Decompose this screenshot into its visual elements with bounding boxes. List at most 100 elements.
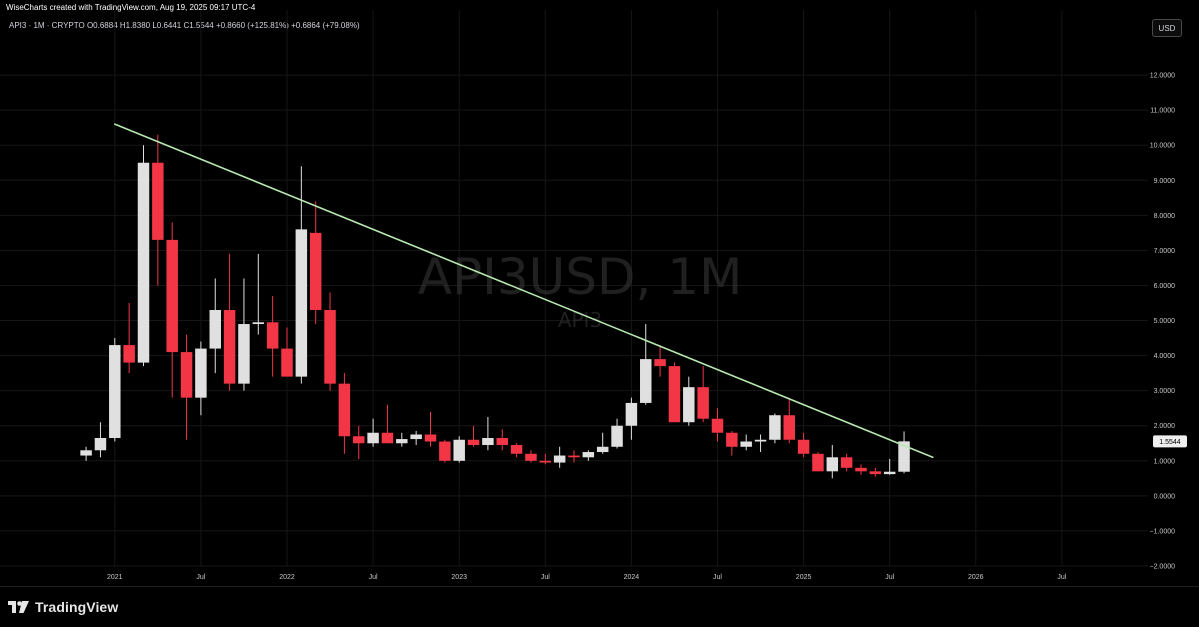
candle-body: [783, 415, 795, 440]
candle-body: [410, 434, 422, 440]
candle: [80, 446, 92, 461]
candle-body: [697, 387, 709, 419]
candle: [869, 467, 882, 477]
time-axis[interactable]: 2021 Jul 2022 Jul 2023 Jul 2024 Jul 2025 Jul 2026 J…: [107, 574, 1067, 581]
y-tick-label: 2.0000: [1154, 423, 1176, 430]
candle: [769, 413, 781, 444]
candle: [123, 303, 135, 374]
candle-body: [711, 418, 724, 433]
candle-body: [769, 415, 781, 440]
candle: [180, 334, 193, 440]
y-tick-label: 0.0000: [1154, 493, 1176, 500]
candle: [410, 430, 422, 446]
candle-body: [94, 438, 107, 451]
candle-body: [353, 436, 365, 444]
symbol-watermark: API3USD, 1M API3: [418, 248, 743, 332]
trendline-group[interactable]: [114, 123, 934, 459]
y-tick-label: 8.0000: [1154, 213, 1176, 220]
candle-body: [812, 453, 824, 472]
candle: [625, 397, 638, 440]
candle-body: [754, 439, 767, 442]
y-tick-label: −1.0000: [1150, 528, 1176, 535]
y-tick-label: 7.0000: [1154, 248, 1176, 255]
candle-body: [855, 467, 867, 472]
candle: [812, 452, 824, 472]
candle: [439, 439, 451, 463]
candle: [137, 145, 150, 367]
candle: [281, 327, 293, 377]
candle: [453, 436, 465, 463]
candles: [80, 134, 910, 479]
last-price-tag-bg: [1153, 435, 1187, 448]
candle-body: [453, 439, 465, 461]
candle: [510, 443, 523, 458]
candle-body: [467, 439, 480, 446]
candle-body: [381, 432, 394, 444]
candle-body: [668, 366, 681, 423]
price-axis[interactable]: −2.0000 −1.0000 0.0000 1.0000 2.0000 3.0000 4.…: [1150, 73, 1176, 571]
candle-body: [424, 434, 437, 442]
candle: [266, 295, 279, 377]
watermark-symbol: API3USD, 1M: [418, 248, 743, 306]
currency-button[interactable]: USD: [1152, 19, 1182, 37]
tradingview-logo[interactable]: TradingView: [8, 599, 118, 615]
candle-body: [266, 322, 279, 349]
candle: [797, 432, 810, 458]
y-tick-label: 3.0000: [1154, 388, 1176, 395]
x-tick-label: Jul: [885, 574, 894, 581]
candle: [166, 222, 178, 398]
candle-body: [869, 471, 882, 475]
symbol-legend: API3 · 1M · CRYPTO O0.6884 H1.8380 L0.64…: [9, 21, 360, 30]
candle: [726, 430, 738, 456]
candle-body: [152, 162, 164, 240]
y-tick-label: 12.0000: [1150, 73, 1175, 80]
candle-body: [123, 345, 135, 363]
candle-body: [740, 441, 752, 447]
candle: [539, 453, 552, 465]
candle: [582, 450, 595, 461]
candle-body: [295, 229, 308, 377]
candle: [553, 446, 566, 468]
x-tick-label: 2025: [796, 574, 812, 581]
candle-body: [439, 441, 451, 461]
candle: [754, 434, 767, 453]
candle: [367, 418, 379, 447]
candle: [309, 201, 322, 325]
x-tick-label: 2026: [968, 574, 984, 581]
candle: [353, 425, 365, 460]
candle: [783, 397, 795, 444]
candle: [467, 425, 480, 447]
candle-body: [826, 457, 839, 472]
candle: [883, 459, 896, 475]
candle: [568, 450, 580, 463]
candle: [596, 432, 609, 454]
candle-body: [482, 438, 494, 446]
candle-body: [324, 310, 336, 384]
candle: [611, 418, 623, 449]
y-tick-label: 1.0000: [1154, 458, 1176, 465]
trendline[interactable]: [114, 123, 934, 459]
candle: [223, 253, 236, 391]
x-tick-label: 2024: [624, 574, 640, 581]
candle-body: [883, 471, 896, 475]
candle-body: [338, 383, 351, 437]
candle: [482, 416, 494, 451]
candle: [396, 432, 408, 447]
candle: [740, 434, 752, 451]
credit-text: WiseCharts created with TradingView.com,…: [6, 3, 256, 12]
candle-body: [840, 457, 853, 468]
candle-body: [654, 359, 666, 367]
candle-body: [582, 452, 595, 458]
y-tick-label: 11.0000: [1150, 108, 1175, 115]
candle-body: [525, 453, 537, 461]
candle-body: [568, 455, 580, 458]
candle: [668, 362, 681, 423]
candle-body: [898, 441, 910, 472]
candle-body: [367, 432, 379, 444]
candle: [195, 341, 207, 416]
price-chart[interactable]: API3USD, 1M API3 −2.0000 −1.0000 0.0000 1.0…: [0, 0, 1199, 586]
candle-body: [238, 324, 250, 384]
candle: [252, 253, 265, 335]
candle: [94, 422, 107, 458]
x-tick-label: 2021: [107, 574, 123, 581]
